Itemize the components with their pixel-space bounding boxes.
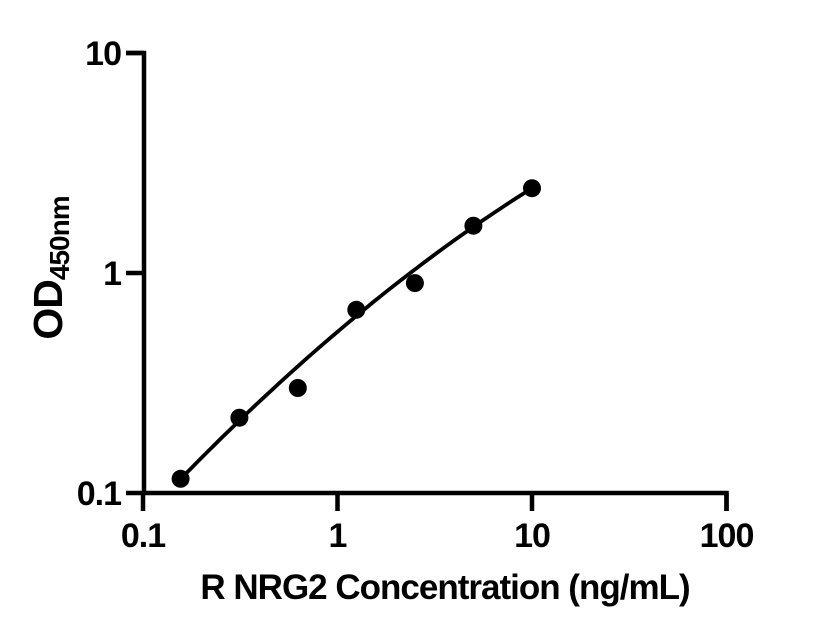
data-point <box>405 274 424 293</box>
y-axis-title-subscript: 450nm <box>44 196 75 280</box>
x-tick-label: 1 <box>329 517 347 555</box>
y-tick-label: 1 <box>103 255 121 293</box>
data-point <box>171 469 190 488</box>
data-point <box>230 408 249 427</box>
data-point <box>523 179 541 198</box>
y-tick-label: 10 <box>85 35 121 73</box>
plot-layer: 10 1 0.10.1 1 10 100 <box>77 35 755 555</box>
x-tick-label: 100 <box>700 517 754 555</box>
data-point <box>464 216 483 235</box>
data-point <box>347 300 366 319</box>
x-tick-label: 0.1 <box>121 517 165 555</box>
x-axis-title: R NRG2 Concentration (ng/mL) <box>200 568 689 607</box>
y-tick-label: 0.1 <box>77 475 121 513</box>
x-tick-label: 10 <box>514 517 550 555</box>
y-axis-title-main: OD <box>25 280 71 340</box>
y-axis-title: OD450nm <box>25 196 75 339</box>
data-point <box>288 379 307 397</box>
